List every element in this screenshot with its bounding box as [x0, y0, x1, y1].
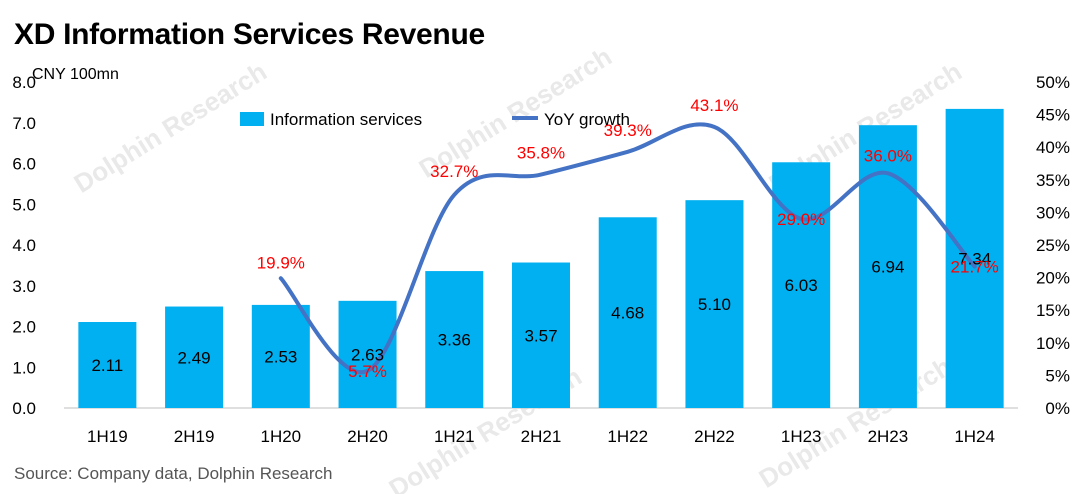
- category-label: 1H21: [434, 427, 475, 446]
- right-axis-ticks: 0% 5% 10% 15% 20% 25% 30% 35% 40% 45% 50%: [1036, 73, 1070, 418]
- bar-1H24: [945, 108, 1004, 409]
- category-label: 1H20: [260, 427, 301, 446]
- right-tick-label: 5%: [1045, 366, 1070, 385]
- bar-1H21: [425, 271, 484, 408]
- left-tick-label: 2.0: [12, 318, 36, 337]
- growth-label: 29.0%: [777, 210, 825, 229]
- source-note: Source: Company data, Dolphin Research: [14, 464, 333, 483]
- category-label: 2H20: [347, 427, 388, 446]
- left-axis-ticks: 0.0 1.0 2.0 3.0 4.0 5.0 6.0 7.0 8.0: [12, 73, 36, 418]
- bar-2H22: [685, 200, 744, 408]
- bar-value-label: 5.10: [698, 295, 731, 314]
- right-tick-label: 20%: [1036, 269, 1070, 288]
- left-tick-label: 4.0: [12, 236, 36, 255]
- right-tick-label: 10%: [1036, 334, 1070, 353]
- bar-2H19: [165, 306, 224, 408]
- right-tick-label: 0%: [1045, 399, 1070, 418]
- legend-line-label: YoY growth: [544, 110, 630, 129]
- growth-label: 36.0%: [864, 146, 912, 165]
- legend: Information services YoY growth: [240, 110, 630, 129]
- bar-value-label: 7.34: [958, 249, 991, 268]
- category-label: 2H19: [174, 427, 215, 446]
- bar-value-labels: 2.11 2.49 2.53 2.63 3.36 3.57 4.68 5.10 6.03 6.94…: [91, 249, 991, 375]
- yoy-growth-line: [278, 122, 977, 375]
- bar-value-label: 2.11: [91, 356, 123, 375]
- bar-value-label: 2.63: [351, 345, 384, 364]
- category-label: 2H23: [868, 427, 909, 446]
- growth-label: 19.9%: [257, 253, 305, 272]
- bar-value-label: 3.57: [524, 326, 557, 345]
- left-tick-label: 8.0: [12, 73, 36, 92]
- left-tick-label: 5.0: [12, 195, 36, 214]
- right-tick-label: 25%: [1036, 236, 1070, 255]
- right-tick-label: 15%: [1036, 301, 1070, 320]
- bar-2H20: [338, 300, 397, 408]
- category-labels: 1H19 2H19 1H20 2H20 1H21 2H21 1H22 2H22 1H23 2H23…: [87, 427, 995, 446]
- bar-2H21: [512, 262, 570, 408]
- bar-value-label: 4.68: [611, 304, 644, 323]
- y-axis-label: CNY 100mn: [32, 66, 119, 83]
- bar-value-label: 6.94: [871, 258, 904, 277]
- category-label: 1H22: [607, 427, 648, 446]
- right-tick-label: 40%: [1036, 138, 1070, 157]
- bar-value-label: 2.49: [178, 348, 211, 367]
- left-tick-label: 1.0: [12, 358, 36, 377]
- left-tick-label: 3.0: [12, 277, 36, 296]
- bars: [78, 108, 1004, 409]
- left-tick-label: 0.0: [12, 399, 36, 418]
- growth-label: 39.3%: [604, 121, 652, 140]
- chart-title: XD Information Services Revenue: [14, 18, 485, 51]
- right-tick-label: 50%: [1036, 73, 1070, 92]
- bar-1H22: [598, 217, 657, 408]
- growth-label: 5.7%: [348, 362, 387, 381]
- legend-bar-swatch: [240, 112, 264, 126]
- bar-1H19: [78, 322, 137, 408]
- growth-label: 21.7%: [951, 258, 999, 277]
- category-label: 1H23: [781, 427, 822, 446]
- bar-value-label: 6.03: [785, 276, 818, 295]
- right-tick-label: 30%: [1036, 203, 1070, 222]
- growth-label: 43.1%: [690, 96, 738, 115]
- bar-value-label: 2.53: [264, 347, 297, 366]
- growth-labels: 19.9% 5.7% 32.7% 35.8% 39.3% 43.1% 29.0% 36.0% 2…: [257, 96, 999, 381]
- growth-label: 35.8%: [517, 144, 565, 163]
- right-tick-label: 45%: [1036, 106, 1070, 125]
- legend-bar-label: Information services: [270, 110, 422, 129]
- growth-label: 32.7%: [430, 162, 478, 181]
- category-label: 1H24: [954, 427, 995, 446]
- category-label: 2H22: [694, 427, 735, 446]
- right-tick-label: 35%: [1036, 171, 1070, 190]
- bar-1H20: [251, 304, 310, 408]
- category-label: 2H21: [521, 427, 562, 446]
- category-label: 1H19: [87, 427, 128, 446]
- bar-value-label: 3.36: [438, 331, 471, 350]
- left-tick-label: 6.0: [12, 155, 36, 174]
- left-tick-label: 7.0: [12, 114, 36, 133]
